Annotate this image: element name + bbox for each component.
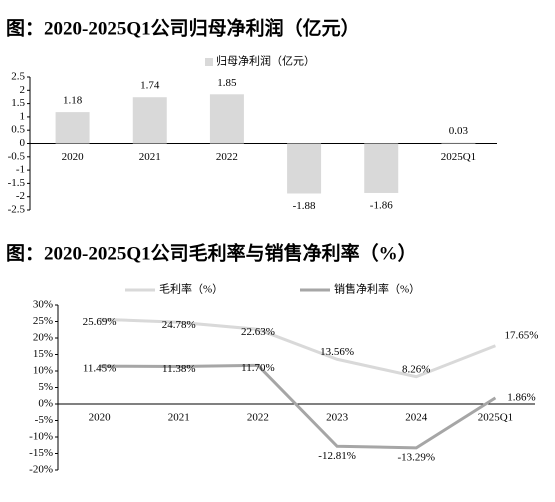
bar bbox=[364, 143, 399, 193]
y-tick-label: 20% bbox=[33, 332, 53, 344]
y-tick-label: 5% bbox=[38, 381, 53, 393]
data-label: -12.81% bbox=[318, 450, 356, 462]
y-tick-label: 0.5 bbox=[11, 124, 25, 136]
legend-label: 毛利率（%） bbox=[159, 282, 223, 296]
data-label: 11.38% bbox=[162, 363, 196, 375]
y-tick-label: -0.5 bbox=[8, 150, 26, 162]
legend-label: 销售净利率（%） bbox=[334, 282, 420, 296]
data-label: 8.26% bbox=[402, 363, 430, 375]
y-tick-label: -10% bbox=[29, 431, 53, 443]
y-tick-label: 0% bbox=[38, 398, 53, 410]
x-tick-label: 2025Q1 bbox=[478, 412, 513, 424]
data-label: 24.78% bbox=[162, 319, 196, 331]
line bbox=[99, 317, 496, 379]
x-tick-label: 2020 bbox=[62, 151, 85, 163]
data-label: 22.63% bbox=[241, 326, 275, 338]
data-label: 1.18 bbox=[63, 95, 83, 107]
y-tick-label: -2 bbox=[16, 190, 25, 202]
data-label: 1.86% bbox=[507, 391, 535, 403]
x-tick-label: 2024 bbox=[405, 412, 428, 424]
line bbox=[99, 363, 497, 450]
y-tick-label: 1.5 bbox=[11, 97, 25, 109]
data-label: 0.03 bbox=[449, 125, 469, 137]
y-tick-label: 30% bbox=[33, 299, 53, 311]
y-tick-label: 25% bbox=[33, 315, 53, 327]
y-tick-label: -20% bbox=[29, 464, 53, 476]
x-tick-label: 2025Q1 bbox=[441, 151, 476, 163]
chart-title: 图：2020-2025Q1公司归母净利润（亿元） bbox=[6, 16, 360, 39]
y-tick-label: -1 bbox=[16, 164, 25, 176]
data-label: -1.88 bbox=[293, 200, 316, 212]
y-tick-label: 10% bbox=[33, 365, 53, 377]
x-tick-label: 2021 bbox=[139, 151, 161, 163]
bar bbox=[55, 112, 90, 144]
data-label: 11.45% bbox=[83, 363, 117, 375]
y-tick-label: -1.5 bbox=[8, 177, 26, 189]
y-tick-label: -2.5 bbox=[8, 204, 26, 216]
data-label: 17.65% bbox=[504, 329, 538, 341]
y-tick-label: -15% bbox=[29, 447, 53, 459]
legend-label: 归母净利润（亿元） bbox=[216, 54, 315, 68]
y-tick-label: 15% bbox=[33, 348, 53, 360]
x-tick-label: 2023 bbox=[326, 412, 349, 424]
chart-title: 图：2020-2025Q1公司毛利率与销售净利率（%） bbox=[6, 241, 417, 264]
bar bbox=[287, 143, 322, 194]
legend-swatch bbox=[205, 58, 213, 66]
y-tick-label: 0 bbox=[20, 137, 26, 149]
bar bbox=[441, 142, 476, 144]
data-label: -1.86 bbox=[370, 200, 393, 212]
data-label: -13.29% bbox=[397, 451, 435, 463]
y-tick-label: 2.5 bbox=[11, 71, 25, 83]
x-tick-label: 2022 bbox=[216, 151, 238, 163]
y-tick-label: 2 bbox=[20, 84, 26, 96]
x-tick-label: 2022 bbox=[247, 412, 269, 424]
x-tick-label: 2021 bbox=[168, 412, 190, 424]
y-tick-label: -5% bbox=[35, 414, 53, 426]
y-tick-label: 1 bbox=[20, 110, 26, 122]
data-label: 25.69% bbox=[83, 316, 117, 328]
bar bbox=[209, 94, 244, 144]
x-tick-label: 2020 bbox=[89, 412, 112, 424]
data-label: 11.70% bbox=[241, 362, 275, 374]
data-label: 1.85 bbox=[217, 77, 237, 89]
bar bbox=[132, 97, 167, 144]
data-label: 1.74 bbox=[140, 80, 160, 92]
data-label: 13.56% bbox=[320, 346, 354, 358]
